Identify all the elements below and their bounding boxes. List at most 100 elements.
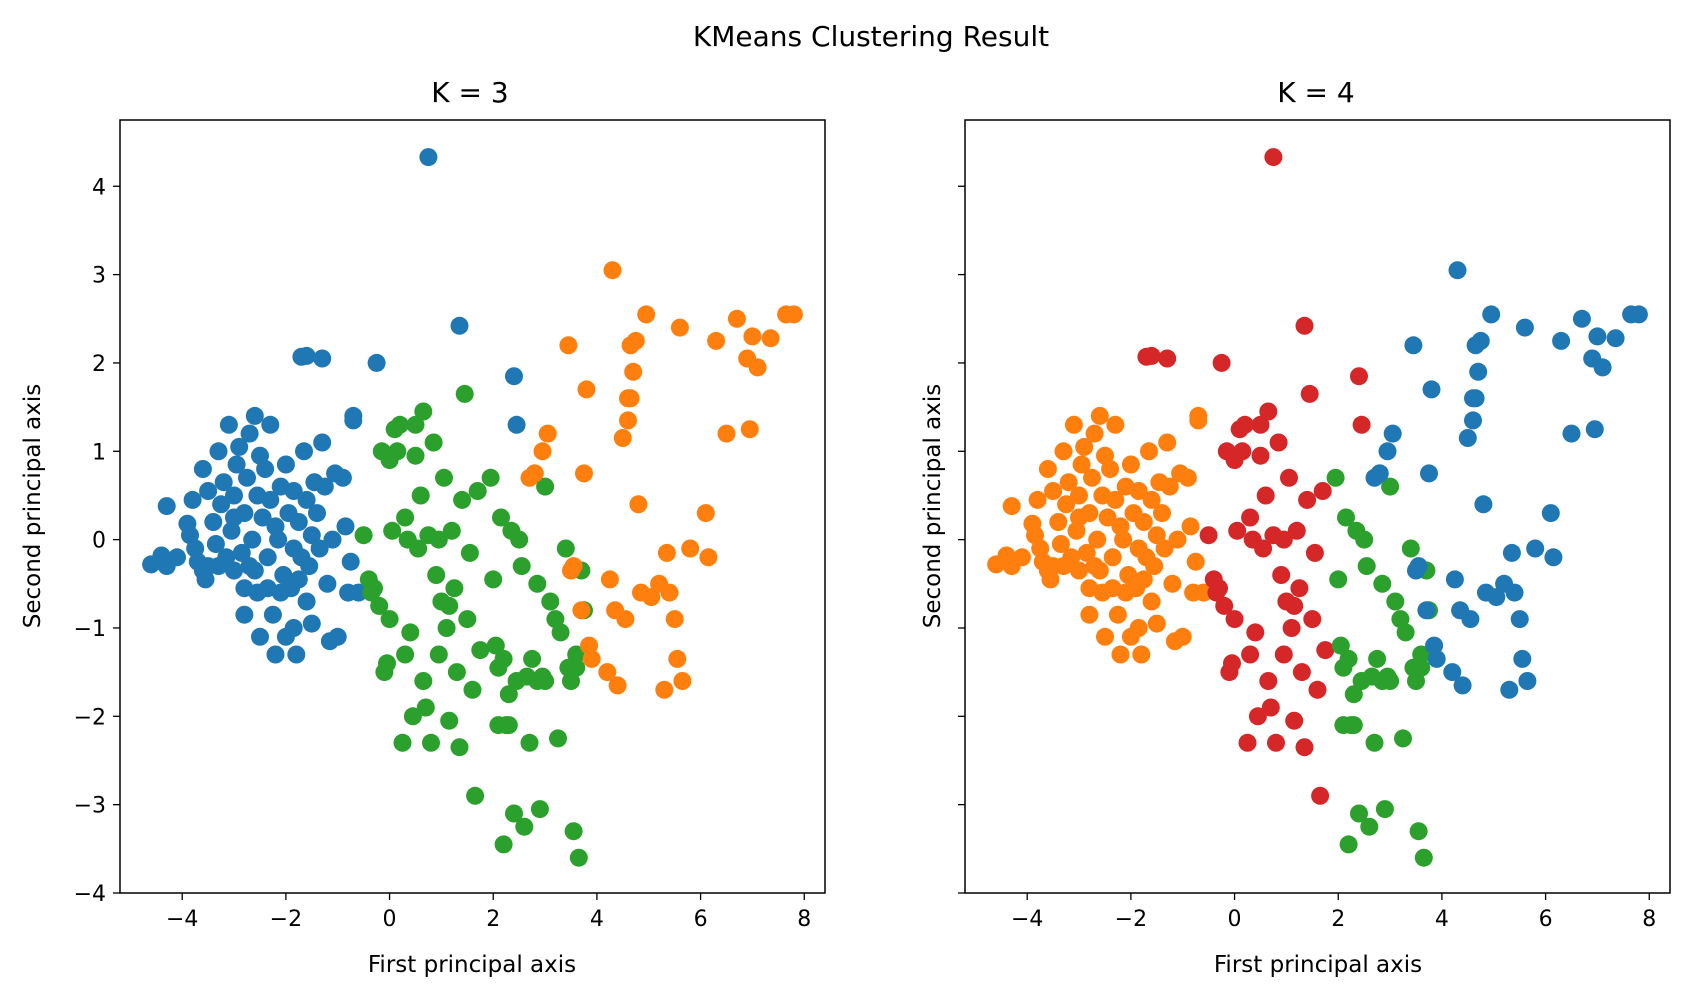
point-k4-87 <box>1134 570 1153 589</box>
point-k4-199 <box>1427 649 1446 668</box>
point-k4-119 <box>1280 468 1298 487</box>
point-k3-20 <box>219 415 238 434</box>
x-axis-label-k4: First principal axis <box>1214 952 1422 978</box>
point-k3-52 <box>284 482 303 500</box>
point-k3-62 <box>302 614 321 633</box>
point-k4-217 <box>1500 680 1519 699</box>
point-k4-70 <box>1168 530 1187 549</box>
point-k3-110 <box>411 486 430 505</box>
point-k3-93 <box>367 353 386 372</box>
point-k4-116 <box>1272 566 1291 584</box>
point-k4-80 <box>1129 539 1148 558</box>
point-k3-237 <box>621 389 640 408</box>
point-k3-148 <box>481 468 500 487</box>
point-k4-202 <box>1448 261 1467 280</box>
point-k4-106 <box>1246 623 1265 642</box>
y-tick-label-k3-1: −3 <box>74 794 106 819</box>
point-k3-153 <box>494 649 513 668</box>
point-k4-234 <box>1606 329 1625 348</box>
point-k3-191 <box>538 424 557 443</box>
point-k3-174 <box>556 539 575 558</box>
point-k3-25 <box>230 437 249 456</box>
point-k4-44 <box>1111 645 1130 664</box>
point-k3-4 <box>168 548 186 567</box>
point-k4-182 <box>1339 835 1358 854</box>
point-k3-140 <box>396 508 415 527</box>
point-k4-41 <box>1106 415 1125 434</box>
point-k3-199 <box>582 649 601 668</box>
point-k4-172 <box>1394 729 1412 748</box>
point-k3-227 <box>707 331 726 350</box>
point-k4-65 <box>1155 539 1174 558</box>
point-k4-197 <box>1422 380 1441 399</box>
x-tick-label-k3-1: −2 <box>270 907 302 932</box>
point-k4-58 <box>1142 490 1161 509</box>
point-k3-225 <box>696 504 715 523</box>
point-k3-66 <box>313 433 332 452</box>
point-k4-114 <box>1267 733 1285 752</box>
point-k3-107 <box>403 707 422 726</box>
point-k4-117 <box>1274 645 1293 664</box>
point-k3-204 <box>608 676 627 695</box>
point-k3-21 <box>222 521 241 540</box>
point-k3-149 <box>484 570 503 589</box>
point-k3-166 <box>528 574 547 593</box>
point-k4-223 <box>1518 672 1537 690</box>
point-k4-191 <box>1383 424 1402 443</box>
point-k4-160 <box>1357 557 1376 576</box>
point-k3-164 <box>523 649 542 668</box>
point-k3-78 <box>344 411 363 430</box>
point-k4-140 <box>1241 508 1260 527</box>
point-k3-16 <box>209 442 228 461</box>
point-k4-196 <box>1420 464 1438 483</box>
point-k4-76 <box>1186 552 1205 571</box>
point-k3-133 <box>471 641 490 660</box>
point-k3-167 <box>530 800 549 819</box>
point-k4-169 <box>1381 477 1400 496</box>
point-k3-215 <box>642 588 661 607</box>
point-k4-108 <box>1251 415 1270 434</box>
x-tick-label-k3-0: −4 <box>166 907 198 932</box>
point-k4-164 <box>1368 649 1387 668</box>
point-k3-109 <box>409 539 428 558</box>
point-k4-159 <box>1355 530 1374 549</box>
point-k4-126 <box>1298 490 1317 509</box>
point-k4-198 <box>1425 636 1444 655</box>
point-k3-108 <box>406 415 425 434</box>
point-k4-149 <box>1329 570 1348 589</box>
point-k3-43 <box>263 605 282 624</box>
point-k4-61 <box>1147 526 1166 545</box>
point-k3-226 <box>699 548 718 567</box>
point-k3-47 <box>274 566 293 584</box>
point-k3-112 <box>416 698 435 717</box>
point-k3-132 <box>468 482 487 500</box>
point-k4-42 <box>1106 490 1125 509</box>
point-k3-73 <box>333 468 352 487</box>
point-k4-133 <box>1316 641 1335 660</box>
point-k4-170 <box>1386 592 1405 611</box>
point-k4-204 <box>1453 676 1472 695</box>
point-k3-61 <box>302 526 321 545</box>
point-k4-214 <box>1482 305 1501 324</box>
point-k4-78 <box>1189 411 1208 430</box>
point-k4-21 <box>1067 521 1086 540</box>
point-k3-124 <box>447 663 466 682</box>
point-k3-59 <box>297 592 316 611</box>
point-k4-100 <box>1223 654 1241 673</box>
point-k3-23 <box>225 561 243 580</box>
point-k3-217 <box>655 680 674 699</box>
point-k4-68 <box>1163 574 1182 593</box>
point-k4-178 <box>1414 848 1433 867</box>
x-tick-label-k4-5: 6 <box>1539 907 1553 932</box>
point-k4-144 <box>1264 148 1283 167</box>
point-k3-206 <box>616 610 635 629</box>
point-k4-62 <box>1147 614 1166 633</box>
x-tick-label-k3-6: 8 <box>797 907 811 932</box>
point-k3-186 <box>559 658 578 677</box>
point-k4-112 <box>1261 698 1280 717</box>
point-k4-60 <box>1145 557 1164 576</box>
point-k3-65 <box>310 539 329 558</box>
point-k3-129 <box>460 543 479 562</box>
point-k4-66 <box>1158 433 1177 452</box>
point-k3-222 <box>670 318 689 337</box>
